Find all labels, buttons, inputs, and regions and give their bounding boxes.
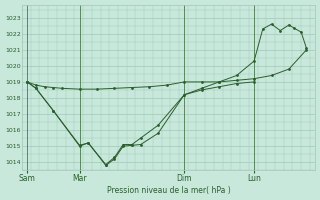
X-axis label: Pression niveau de la mer( hPa ): Pression niveau de la mer( hPa ) [107, 186, 230, 195]
